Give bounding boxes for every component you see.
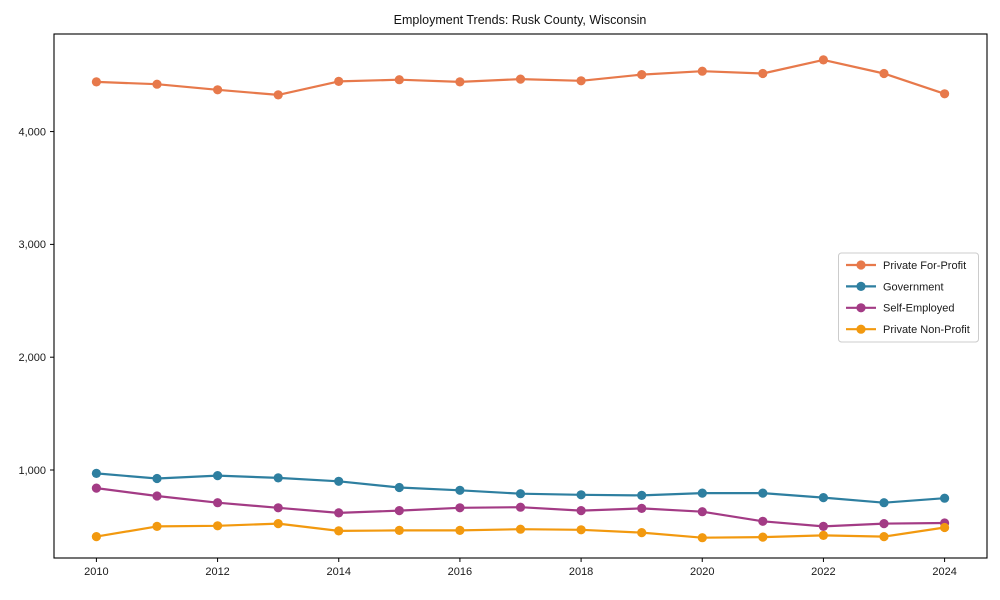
data-point (394, 525, 404, 536)
data-point (213, 498, 223, 508)
data-point (455, 77, 465, 87)
data-point (334, 476, 344, 486)
legend-label: Private For-Profit (883, 260, 966, 272)
data-point (940, 89, 950, 99)
data-point (213, 85, 223, 95)
data-point (940, 522, 950, 533)
data-point (455, 485, 465, 495)
series-private-for-profit (91, 55, 950, 100)
data-point (818, 55, 829, 65)
plot-frame (53, 33, 988, 559)
series-government (91, 468, 950, 508)
legend-item: Private Non-Profit (846, 324, 970, 336)
legend-marker-icon (856, 303, 866, 313)
legend-box (838, 252, 979, 343)
data-point (91, 468, 101, 478)
data-point (637, 490, 647, 500)
data-point (879, 68, 889, 79)
x-tick-label: 2018 (569, 566, 593, 578)
series-line (96, 472, 945, 504)
data-point (879, 519, 889, 529)
legend-marker-icon (856, 260, 866, 270)
x-tick-label: 2012 (205, 566, 229, 578)
legend-marker-icon (856, 281, 866, 291)
data-point (394, 482, 404, 493)
data-point (576, 76, 586, 86)
data-series (91, 55, 950, 543)
data-point (758, 516, 768, 526)
legend-label: Self-Employed (883, 303, 955, 315)
x-tick-label: 2010 (84, 566, 108, 578)
y-tick-label: 2,000 (18, 352, 46, 364)
data-point (334, 526, 344, 536)
data-point (515, 489, 526, 499)
series-private-non-profit (91, 519, 950, 543)
data-point (758, 532, 768, 542)
x-tick-label: 2020 (690, 566, 714, 578)
data-point (818, 493, 829, 503)
data-point (273, 503, 283, 513)
data-point (637, 70, 647, 80)
data-point (515, 74, 526, 84)
data-point (697, 66, 707, 76)
data-point (576, 490, 586, 500)
data-point (940, 493, 950, 503)
data-point (455, 525, 465, 536)
data-point (334, 508, 344, 518)
data-point (334, 76, 344, 86)
legend-item: Self-Employed (846, 303, 955, 315)
axis-ticks: 2010 2012 2014 2016 2018 2020 2022 2024 1,000 2,0… (18, 126, 956, 578)
data-point (576, 525, 586, 535)
legend-label: Private Non-Profit (883, 324, 970, 336)
y-tick-label: 1,000 (18, 465, 46, 477)
plot-border (53, 33, 988, 559)
chart-title: Employment Trends: Rusk County, Wisconsi… (394, 13, 647, 27)
data-point (879, 532, 889, 542)
data-point (576, 506, 586, 516)
data-point (515, 524, 526, 534)
data-point (152, 491, 162, 501)
legend-item: Government (846, 281, 944, 293)
data-point (273, 519, 283, 529)
legend-label: Government (883, 281, 944, 293)
data-point (91, 532, 101, 542)
data-point (394, 75, 404, 85)
data-point (818, 521, 829, 532)
data-point (91, 77, 101, 87)
data-point (697, 507, 707, 517)
data-point (273, 473, 283, 483)
data-point (455, 503, 465, 513)
data-point (213, 521, 223, 531)
series-self-employed (91, 483, 950, 532)
y-tick-label: 4,000 (18, 126, 46, 138)
x-tick-label: 2024 (932, 566, 956, 578)
data-point (697, 488, 707, 498)
data-point (515, 502, 526, 512)
data-point (697, 533, 707, 543)
legend-item: Private For-Profit (846, 260, 966, 272)
data-point (879, 498, 889, 508)
data-point (213, 471, 223, 481)
x-tick-label: 2016 (448, 566, 472, 578)
y-tick-label: 3,000 (18, 239, 46, 251)
data-point (758, 68, 768, 79)
data-point (637, 528, 647, 538)
data-point (152, 521, 162, 532)
x-tick-label: 2014 (327, 566, 351, 578)
x-tick-label: 2022 (811, 566, 835, 578)
data-point (637, 503, 647, 513)
data-point (91, 483, 101, 493)
data-point (273, 90, 283, 100)
data-point (394, 506, 404, 516)
data-point (152, 79, 162, 89)
legend: Private For-Profit Government Self-Employe… (838, 252, 979, 343)
data-point (818, 530, 829, 541)
data-point (758, 488, 768, 498)
data-point (152, 473, 162, 484)
legend-marker-icon (856, 324, 866, 334)
